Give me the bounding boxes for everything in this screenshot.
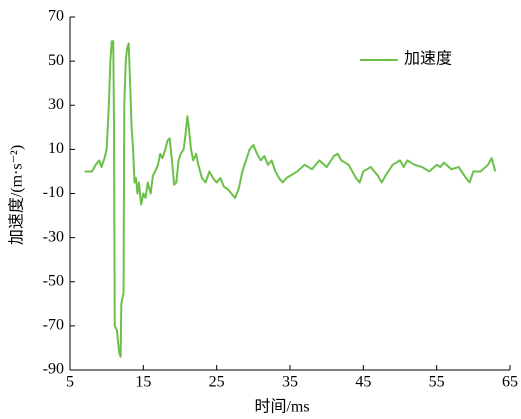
x-tick-label: 25 xyxy=(209,374,225,391)
x-tick-label: 55 xyxy=(429,374,445,391)
x-tick-label: 5 xyxy=(66,374,74,391)
legend-label: 加速度 xyxy=(404,50,452,68)
x-tick-label: 35 xyxy=(282,374,298,391)
x-axis-label: 时间/ms xyxy=(254,398,309,416)
data-line xyxy=(84,40,497,358)
y-tick-label: 10 xyxy=(48,140,64,157)
y-tick-label: -70 xyxy=(43,317,64,334)
y-axis-label: 加速度/(m·s⁻²) xyxy=(8,145,26,245)
x-tick-label: 15 xyxy=(135,374,151,391)
x-tick-label: 65 xyxy=(502,374,518,391)
y-tick-label: 70 xyxy=(48,8,64,25)
y-tick-label: 30 xyxy=(48,96,64,113)
y-tick-label: 50 xyxy=(48,52,64,69)
y-tick-label: -30 xyxy=(43,228,64,245)
y-tick-label: -10 xyxy=(43,184,64,201)
y-tick-label: -50 xyxy=(43,272,64,289)
x-tick-label: 45 xyxy=(355,374,371,391)
y-tick-label: -90 xyxy=(43,361,64,378)
